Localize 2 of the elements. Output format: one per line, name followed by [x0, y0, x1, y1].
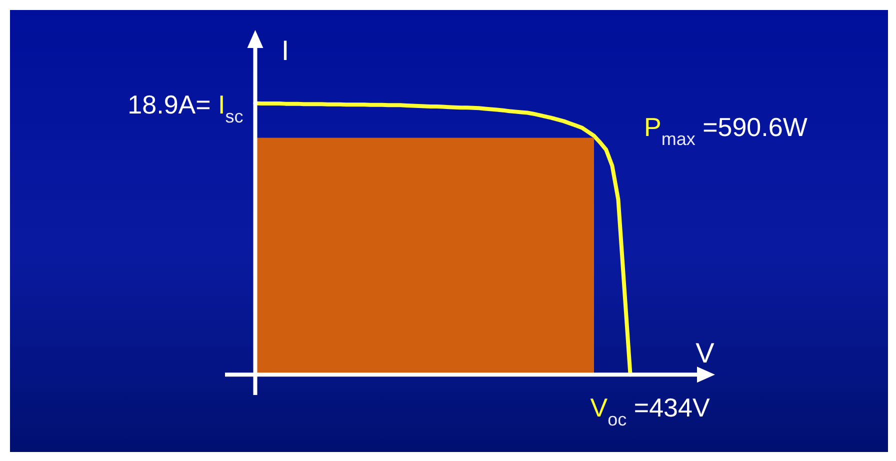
- x-axis-title: V: [696, 338, 715, 369]
- y-axis-title: I: [281, 35, 290, 66]
